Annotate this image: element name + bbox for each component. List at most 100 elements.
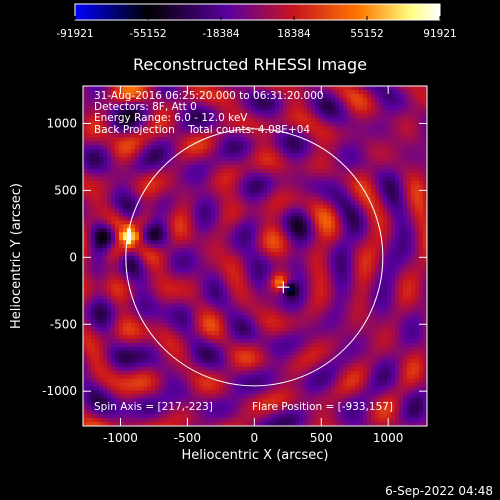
heatmap-cell	[103, 121, 108, 127]
heatmap-cell	[235, 172, 240, 178]
heatmap-cell	[255, 105, 260, 111]
heatmap-cell	[243, 125, 248, 130]
heatmap-cell	[135, 232, 140, 237]
heatmap-cell	[115, 279, 120, 285]
heatmap-cell	[391, 232, 396, 237]
heatmap-cell	[95, 295, 100, 300]
heatmap-cell	[307, 169, 312, 174]
heatmap-cell	[363, 153, 368, 158]
heatmap-cell	[187, 299, 192, 304]
heatmap-cell	[119, 86, 124, 91]
heatmap-cell	[343, 97, 348, 103]
heatmap-cell	[87, 232, 92, 237]
heatmap-cell	[327, 299, 332, 304]
heatmap-cell	[407, 244, 412, 249]
heatmap-cell	[227, 105, 232, 111]
heatmap-cell	[111, 97, 116, 103]
heatmap-cell	[199, 200, 204, 206]
heatmap-cell	[135, 303, 140, 308]
heatmap-cell	[235, 133, 240, 138]
heatmap-cell	[215, 137, 220, 142]
heatmap-cell	[123, 232, 128, 237]
heatmap-cell	[295, 188, 300, 194]
heatmap-cell	[287, 188, 292, 194]
heatmap-cell	[379, 311, 384, 316]
heatmap-cell	[395, 271, 400, 277]
heatmap-cell	[243, 212, 248, 217]
heatmap-cell	[111, 212, 116, 217]
heatmap-cell	[155, 216, 160, 221]
heatmap-cell	[171, 109, 176, 115]
heatmap-cell	[95, 129, 100, 134]
heatmap-cell	[371, 240, 376, 245]
heatmap-cell	[387, 220, 392, 225]
heatmap-cell	[407, 256, 412, 261]
heatmap-cell	[207, 176, 212, 182]
heatmap-cell	[255, 97, 260, 103]
heatmap-cell	[151, 208, 156, 214]
heatmap-cell	[279, 287, 284, 293]
heatmap-cell	[111, 121, 116, 127]
heatmap-cell	[123, 220, 128, 225]
heatmap-cell	[119, 263, 124, 269]
heatmap-cell	[163, 86, 168, 91]
heatmap-cell	[403, 279, 408, 285]
heatmap-cell	[319, 287, 324, 293]
heatmap-cell	[83, 172, 88, 178]
heatmap-cell	[319, 208, 324, 214]
heatmap-cell	[423, 259, 427, 265]
heatmap-cell	[423, 299, 427, 304]
heatmap-cell	[123, 303, 128, 308]
heatmap-cell	[127, 153, 132, 158]
heatmap-cell	[231, 125, 236, 130]
heatmap-cell	[151, 105, 156, 111]
heatmap-cell	[347, 89, 352, 95]
heatmap-cell	[391, 200, 396, 206]
heatmap-cell	[95, 93, 100, 99]
heatmap-cell	[159, 93, 164, 99]
heatmap-cell	[123, 149, 128, 154]
heatmap-cell	[339, 105, 344, 111]
heatmap-cell	[167, 259, 172, 265]
heatmap-cell	[115, 157, 120, 162]
heatmap-cell	[215, 299, 220, 304]
heatmap-cell	[279, 228, 284, 233]
heatmap-cell	[203, 291, 208, 297]
heatmap-cell	[111, 267, 116, 273]
heatmap-cell	[407, 200, 412, 206]
heatmap-cell	[375, 220, 380, 225]
heatmap-cell	[231, 224, 236, 229]
heatmap-cell	[363, 101, 368, 107]
heatmap-cell	[307, 204, 312, 210]
heatmap-cell	[247, 113, 252, 119]
heatmap-cell	[179, 228, 184, 233]
heatmap-cell	[215, 303, 220, 308]
heatmap-cell	[123, 291, 128, 297]
heatmap-cell	[315, 224, 320, 229]
heatmap-cell	[203, 311, 208, 316]
heatmap-cell	[415, 279, 420, 285]
heatmap-cell	[115, 176, 120, 182]
heatmap-cell	[155, 236, 160, 241]
heatmap-cell	[295, 121, 300, 127]
heatmap-cell	[283, 196, 288, 202]
heatmap-cell	[167, 125, 172, 130]
heatmap-cell	[275, 149, 280, 154]
heatmap-cell	[143, 141, 148, 146]
heatmap-cell	[279, 117, 284, 123]
heatmap-cell	[243, 101, 248, 107]
heatmap-cell	[355, 176, 360, 182]
heatmap-cell	[371, 307, 376, 312]
heatmap-cell	[179, 97, 184, 103]
heatmap-cell	[215, 176, 220, 182]
heatmap-cell	[271, 212, 276, 217]
heatmap-cell	[267, 141, 272, 146]
heatmap-cell	[175, 121, 180, 127]
heatmap-cell	[103, 228, 108, 233]
heatmap-cell	[315, 287, 320, 293]
heatmap-cell	[191, 263, 196, 269]
heatmap-cell	[283, 101, 288, 107]
heatmap-cell	[223, 165, 228, 170]
heatmap-cell	[339, 188, 344, 194]
heatmap-cell	[327, 256, 332, 261]
